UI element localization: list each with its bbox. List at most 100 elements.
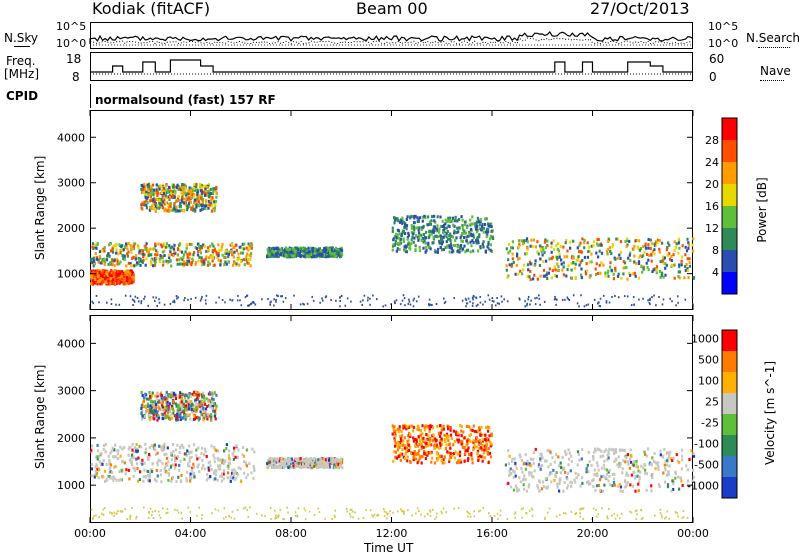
noise-cell <box>382 305 384 307</box>
data-cell <box>591 260 593 263</box>
data-cell <box>483 448 485 451</box>
data-cell <box>198 204 200 207</box>
data-cell <box>513 476 515 479</box>
noise-cell <box>649 299 651 301</box>
data-cell <box>112 251 114 254</box>
data-cell <box>191 207 193 210</box>
noise-cell <box>503 298 505 300</box>
data-cell <box>682 484 684 487</box>
data-cell <box>189 451 191 454</box>
noise-cell <box>313 300 315 302</box>
noise-cell <box>544 301 546 303</box>
data-cell <box>421 424 423 427</box>
data-cell <box>191 469 193 472</box>
data-cell <box>674 240 676 243</box>
data-cell <box>294 254 296 257</box>
data-cell <box>133 264 135 267</box>
data-cell <box>159 202 161 205</box>
data-cell <box>172 464 174 467</box>
data-cell <box>204 468 206 471</box>
data-cell <box>421 455 423 458</box>
data-cell <box>115 243 117 246</box>
noise-cell <box>295 515 297 517</box>
data-cell <box>685 464 687 467</box>
data-cell <box>635 262 637 265</box>
data-cell <box>405 450 407 453</box>
data-cell <box>596 262 598 265</box>
data-cell <box>167 191 169 194</box>
data-cell <box>392 227 394 230</box>
data-cell <box>535 245 537 248</box>
data-cell <box>636 460 638 463</box>
data-cell <box>476 436 478 439</box>
data-cell <box>424 426 426 429</box>
data-cell <box>406 218 408 221</box>
data-cell <box>189 456 191 459</box>
data-cell <box>164 208 166 211</box>
data-cell <box>640 265 642 268</box>
data-cell <box>396 457 398 460</box>
data-cell <box>184 192 186 195</box>
data-cell <box>424 239 426 242</box>
data-cell <box>117 274 119 277</box>
data-cell <box>609 483 611 486</box>
data-cell <box>449 443 451 446</box>
data-cell <box>167 460 169 463</box>
data-cell <box>530 458 532 461</box>
data-cell <box>198 470 200 473</box>
data-cell <box>292 248 294 251</box>
data-cell <box>444 222 446 225</box>
data-cell <box>483 451 485 454</box>
data-cell <box>178 195 180 198</box>
data-cell <box>603 467 605 470</box>
data-cell <box>186 450 188 453</box>
data-cell <box>557 269 559 272</box>
data-cell <box>617 275 619 278</box>
data-cell <box>160 480 162 483</box>
noise-cell <box>302 303 304 305</box>
data-cell <box>160 469 162 472</box>
data-cell <box>198 400 200 403</box>
noise-cell <box>376 298 378 300</box>
data-cell <box>392 243 394 246</box>
data-cell <box>574 481 576 484</box>
data-cell <box>527 263 529 266</box>
data-cell <box>217 479 219 482</box>
data-cell <box>563 265 565 268</box>
noise-cell <box>538 294 540 296</box>
data-cell <box>686 238 688 241</box>
data-cell <box>117 270 119 273</box>
noise-cell <box>484 301 486 303</box>
data-cell <box>399 446 401 449</box>
data-cell <box>178 258 180 261</box>
data-cell <box>556 256 558 259</box>
data-cell <box>643 268 645 271</box>
data-cell <box>567 463 569 466</box>
data-cell <box>599 264 601 267</box>
data-cell <box>309 250 311 253</box>
data-cell <box>423 446 425 449</box>
data-cell <box>134 446 136 449</box>
data-cell <box>103 250 105 253</box>
data-cell <box>578 459 580 462</box>
data-cell <box>565 241 567 244</box>
data-cell <box>661 242 663 245</box>
data-cell <box>193 415 195 418</box>
noise-cell <box>147 305 149 307</box>
data-cell <box>246 261 248 264</box>
data-cell <box>454 457 456 460</box>
data-cell <box>217 450 219 453</box>
data-cell <box>530 471 532 474</box>
data-cell <box>461 443 463 446</box>
noise-cell <box>476 297 478 299</box>
data-cell <box>179 391 181 394</box>
data-cell <box>425 249 427 252</box>
data-cell <box>431 215 433 218</box>
data-cell <box>162 251 164 254</box>
noise-cell <box>153 296 155 298</box>
data-cell <box>607 275 609 278</box>
data-cell <box>103 444 105 447</box>
data-cell <box>213 471 215 474</box>
data-cell <box>313 255 315 258</box>
data-cell <box>145 204 147 207</box>
